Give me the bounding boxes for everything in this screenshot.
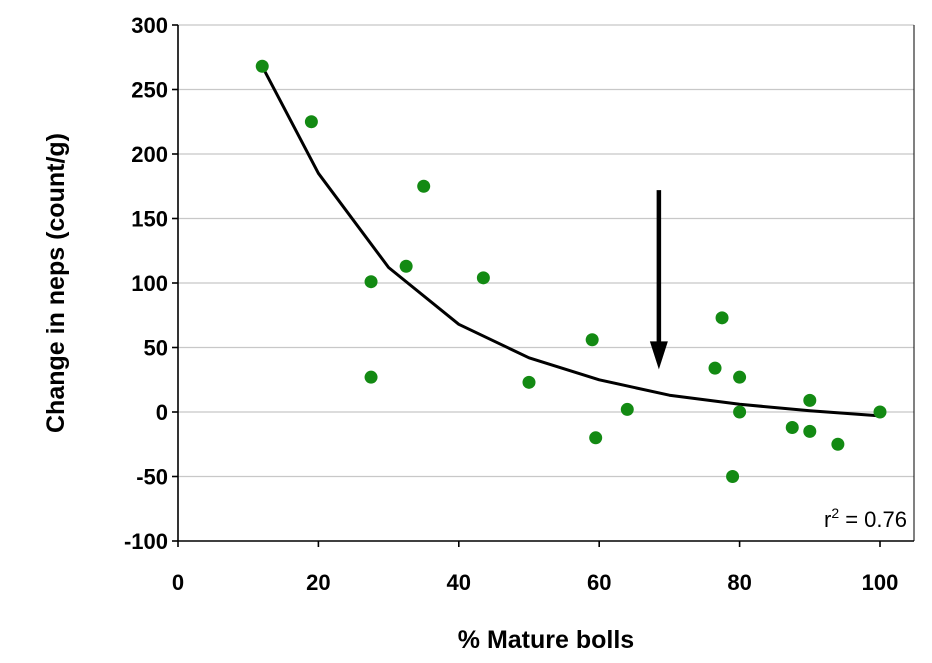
data-points (255, 59, 887, 483)
r-squared-value: = 0.76 (839, 507, 907, 532)
trendline-layer (260, 65, 881, 418)
data-point (715, 311, 729, 325)
data-point (785, 420, 799, 434)
x-tick-label: 100 (862, 570, 899, 595)
data-point (708, 361, 722, 375)
data-point (726, 470, 740, 483)
r-squared-base: r (824, 507, 831, 532)
trendline-curve (260, 65, 881, 418)
axes (172, 24, 914, 547)
y-tick-label: 100 (131, 271, 168, 296)
x-tick-label: 40 (447, 570, 471, 595)
x-tick-label: 60 (587, 570, 611, 595)
y-tick-label: 0 (156, 400, 168, 425)
data-point (585, 333, 599, 347)
y-axis-title: Change in neps (count/g) (42, 133, 70, 433)
y-tick-label: -100 (124, 529, 168, 554)
data-point (803, 424, 817, 438)
y-tick-label: 150 (131, 207, 168, 232)
y-tick-label: 200 (131, 142, 168, 167)
r-squared-superscript: 2 (831, 505, 839, 521)
data-point (589, 431, 603, 445)
data-point (255, 59, 269, 73)
y-tick-labels: -100 -50 0 50 100 150 200 250 300 (124, 13, 168, 554)
x-tick-label: 80 (727, 570, 751, 595)
data-point (476, 271, 490, 285)
y-tick-label: 300 (131, 13, 168, 38)
data-point (417, 179, 431, 193)
arrow-layer (649, 190, 668, 370)
data-point (364, 275, 378, 289)
data-point (831, 437, 845, 451)
x-tick-label: 20 (306, 570, 330, 595)
data-point (873, 405, 887, 419)
r-squared-annotation: r2 = 0.76 (824, 505, 907, 532)
data-point (364, 370, 378, 384)
y-tick-label: 250 (131, 78, 168, 103)
x-tick-labels: 0 20 40 60 80 100 (172, 570, 898, 595)
data-point (733, 370, 747, 384)
data-point (803, 393, 817, 407)
y-tick-label: -50 (136, 465, 168, 490)
data-point (304, 115, 318, 129)
x-tick-label: 0 (172, 570, 184, 595)
data-point (733, 405, 747, 419)
gridlines (178, 24, 915, 541)
x-axis-title: % Mature bolls (458, 626, 634, 654)
y-tick-label: 50 (144, 336, 168, 361)
data-point (620, 402, 634, 416)
data-point (399, 259, 413, 273)
arrow-head (649, 341, 668, 370)
data-point (522, 375, 536, 389)
